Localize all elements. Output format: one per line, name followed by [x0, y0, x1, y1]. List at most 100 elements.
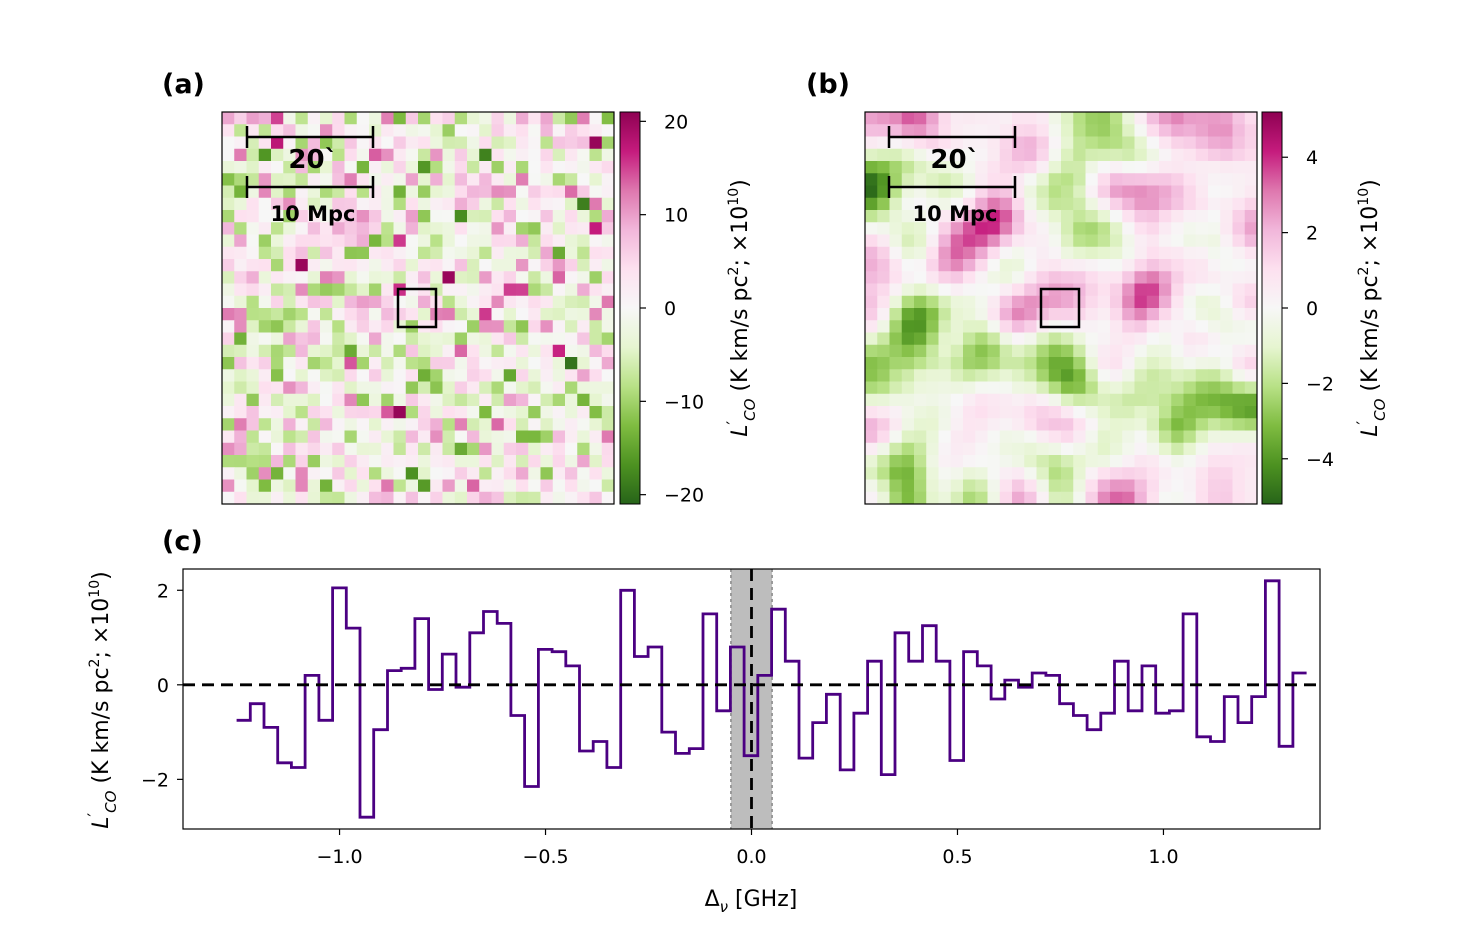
- heatmap-cell: [503, 357, 517, 370]
- heatmap-cell: [1146, 442, 1160, 456]
- heatmap-cell: [1146, 210, 1160, 223]
- heatmap-cell: [1036, 479, 1050, 493]
- heatmap-cell: [1097, 246, 1111, 260]
- heatmap-cell: [442, 185, 456, 199]
- heatmap-cell: [975, 381, 988, 395]
- heatmap-cell: [1183, 136, 1197, 150]
- heatmap-cell: [877, 210, 890, 223]
- heatmap-cell: [901, 197, 915, 211]
- heatmap-cell: [938, 210, 952, 223]
- heatmap-cell: [1220, 197, 1233, 211]
- heatmap-cell: [1073, 185, 1086, 199]
- heatmap-cell: [565, 185, 578, 199]
- heatmap-cell: [926, 479, 939, 493]
- heatmap-cell: [1085, 271, 1099, 284]
- heatmap-cell: [901, 430, 915, 444]
- heatmap-cell: [938, 295, 952, 309]
- heatmap-cell: [418, 491, 431, 505]
- heatmap-cell: [1110, 136, 1123, 150]
- heatmap-cell: [1122, 418, 1135, 431]
- heatmap-cell: [418, 234, 431, 248]
- heatmap-cell: [295, 112, 309, 125]
- heatmap-cell: [528, 173, 541, 186]
- heatmap-cell: [1097, 161, 1111, 174]
- heatmap-cell: [1134, 185, 1148, 199]
- heatmap-cell: [1110, 320, 1123, 333]
- spectrum-plot: −1.0 −0.5 0.0 0.5 1.0 20−2 Δν [GHz] L′CO (K …: [84, 568, 1321, 916]
- heatmap-cell: [418, 259, 431, 272]
- heatmap-cell: [405, 308, 419, 321]
- heatmap-cell: [222, 406, 235, 419]
- heatmap-cell: [258, 344, 272, 358]
- heatmap-cell: [405, 259, 419, 272]
- heatmap-cell: [540, 112, 554, 125]
- heatmap-cell: [601, 271, 615, 284]
- heatmap-cell: [552, 161, 566, 174]
- heatmap-cell: [1244, 467, 1258, 480]
- heatmap-cell: [381, 136, 394, 150]
- heatmap-cell: [877, 124, 890, 137]
- heatmap-cell: [1220, 406, 1233, 419]
- heatmap-cell: [246, 271, 260, 284]
- heatmap-cell: [1220, 210, 1233, 223]
- heatmap-cell: [1171, 332, 1184, 346]
- heatmap-cell: [258, 185, 272, 199]
- heatmap-cell: [356, 369, 370, 382]
- heatmap-cell: [577, 222, 590, 235]
- heatmap-cell: [938, 136, 952, 150]
- heatmap-cell: [405, 369, 419, 382]
- heatmap-cell: [999, 344, 1013, 358]
- heatmap-cell: [1244, 234, 1258, 248]
- heatmap-cell: [356, 161, 370, 174]
- heatmap-cell: [1232, 467, 1246, 480]
- heatmap-cell: [938, 320, 952, 333]
- heatmap-cell: [914, 148, 927, 162]
- heatmap-cell: [1208, 271, 1221, 284]
- heatmap-cell: [246, 234, 260, 248]
- heatmap-cell: [222, 491, 235, 505]
- heatmap-cell: [1195, 467, 1209, 480]
- colorbar-tick-label: 2: [1306, 223, 1318, 245]
- heatmap-cell: [1097, 136, 1111, 150]
- heatmap-cell: [540, 210, 554, 223]
- heatmap-cell: [1073, 344, 1086, 358]
- heatmap-cell: [1183, 344, 1197, 358]
- heatmap-cell: [1232, 442, 1246, 456]
- heatmap-cell: [1024, 430, 1037, 444]
- heatmap-cell: [503, 295, 517, 309]
- heatmap-cell: [271, 332, 284, 346]
- heatmap-cell: [295, 124, 309, 137]
- heatmap-cell: [1159, 124, 1172, 137]
- heatmap-cell: [320, 222, 333, 235]
- heatmap-cell: [1012, 430, 1025, 444]
- heatmap-cell: [1122, 406, 1135, 419]
- heatmap-cell: [283, 393, 296, 407]
- heatmap-cell: [246, 222, 260, 235]
- heatmap-cell: [865, 283, 878, 297]
- heatmap-cell: [889, 479, 903, 493]
- heatmap-cell: [1073, 418, 1086, 431]
- heatmap-cell: [950, 283, 964, 297]
- heatmap-cell: [1134, 112, 1148, 125]
- heatmap-cell: [356, 332, 370, 346]
- heatmap-cell: [577, 124, 590, 137]
- heatmap-cell: [528, 320, 541, 333]
- heatmap-cell: [234, 234, 247, 248]
- heatmap-cell: [1110, 234, 1123, 248]
- heatmap-cell: [271, 112, 284, 125]
- heatmap-cell: [320, 234, 333, 248]
- heatmap-cell: [222, 112, 235, 125]
- heatmap-cell: [283, 259, 296, 272]
- heatmap-cell: [901, 173, 915, 186]
- heatmap-cell: [467, 210, 480, 223]
- heatmap-cell: [344, 112, 358, 125]
- heatmap-cell: [1183, 308, 1197, 321]
- heatmap-cell: [1208, 210, 1221, 223]
- heatmap-cell: [1048, 393, 1062, 407]
- heatmap-cell: [987, 161, 1001, 174]
- heatmap-cell: [1097, 210, 1111, 223]
- heatmap-cell: [1085, 308, 1099, 321]
- heatmap-cell: [528, 124, 541, 137]
- heatmap-cell: [1244, 442, 1258, 456]
